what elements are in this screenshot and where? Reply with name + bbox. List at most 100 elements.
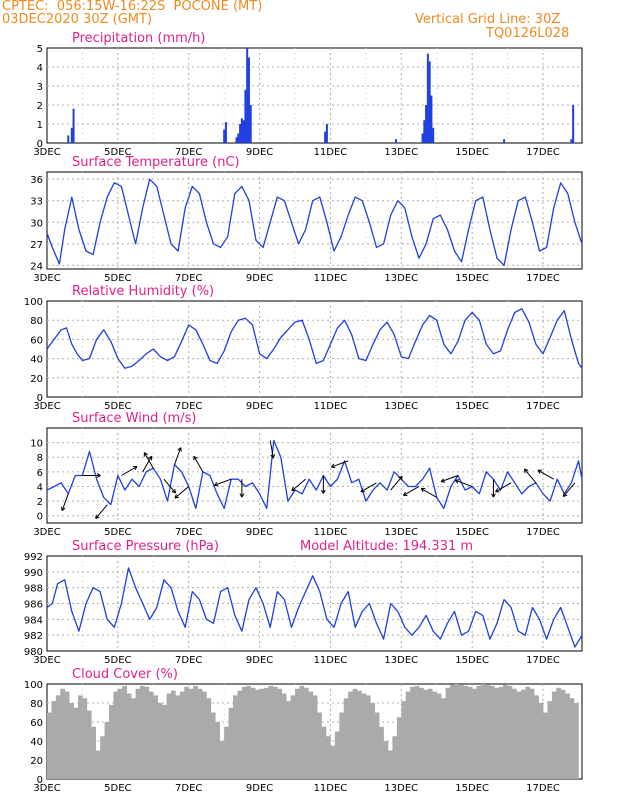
wind-arrow-shaft: [121, 466, 138, 476]
wind-arrow-head: [174, 496, 179, 499]
precipitation-bar: [421, 133, 424, 143]
wind-arrow-shaft: [174, 486, 190, 499]
cloud-cover-bar: [494, 687, 500, 779]
wind-arrow: [95, 504, 108, 519]
x-tick-label: 11DEC: [314, 783, 348, 794]
cloud-cover-bar: [405, 691, 411, 779]
y-tick-label: 3: [37, 82, 43, 93]
wind-arrow: [390, 475, 403, 491]
precipitation-bar: [223, 129, 226, 143]
cloud-cover-bar: [379, 726, 384, 779]
wind-arrow-shaft: [214, 478, 232, 486]
y-tick-label: 986: [24, 600, 43, 611]
y-tick-label: 30: [30, 218, 43, 229]
cloud-cover-bar: [334, 731, 340, 779]
plot-frame: [46, 47, 583, 144]
precipitation-bar: [70, 127, 73, 143]
cloud-cover-bar: [113, 691, 119, 779]
cloud-cover-bar: [551, 691, 557, 779]
cloud-cover-bar: [538, 703, 544, 779]
cloud-cover-bar: [432, 691, 438, 779]
y-tick-label: 40: [30, 355, 43, 366]
y-tick-label: 5: [37, 44, 43, 55]
wind-arrow-shaft: [495, 482, 512, 493]
panel-surface-temperature: 3DEC 5DEC 7DEC 9DEC 11DEC 13DEC 15DEC 17DEC 24 27…: [30, 155, 583, 284]
y-tick-label: 2: [37, 101, 43, 112]
panel-cloud-cover: 3DEC 5DEC 7DEC 9DEC 11DEC 13DEC 15DEC 17DEC 0 20 4…: [24, 667, 583, 794]
cloud-cover-bar: [330, 745, 336, 779]
wind-arrow: [163, 478, 176, 494]
cloud-cover-bar: [458, 684, 464, 779]
y-tick-label: 990: [24, 568, 43, 579]
cloud-cover-bar: [547, 701, 553, 779]
x-tick-label: 7DEC: [175, 655, 202, 666]
precipitation-bar: [240, 118, 243, 143]
y-tick-label: 20: [30, 756, 43, 767]
cloud-cover-bar: [224, 726, 229, 779]
x-tick-label: 5DEC: [104, 147, 131, 158]
cloud-cover-bar: [264, 687, 269, 779]
cloud-cover-bar: [472, 688, 477, 779]
x-tick-label: 13DEC: [384, 527, 418, 538]
x-tick-label: 3DEC: [33, 655, 60, 666]
wind-arrow-head: [96, 475, 101, 478]
cloud-cover-bar: [326, 736, 331, 779]
wind-arrow-shaft: [143, 452, 154, 469]
chart-title-cloud-cover: Cloud Cover (%): [72, 667, 178, 682]
wind-arrow-shaft: [390, 476, 403, 491]
wind-arrow-head: [174, 494, 177, 499]
x-tick-label: 9DEC: [246, 783, 273, 794]
cloud-cover-bar: [414, 685, 420, 779]
cloud-cover-bar: [60, 688, 66, 779]
cloud-cover-bar: [202, 691, 207, 779]
precipitation-bar: [72, 108, 75, 143]
y-tick-label: 6: [37, 468, 43, 479]
wind-arrow-head: [524, 468, 529, 471]
wind-arrow: [321, 475, 326, 494]
cloud-cover-bar: [481, 684, 486, 779]
panel-surface-wind: 3DEC 5DEC 7DEC 9DEC 11DEC 13DEC 15DEC 17DEC 0 2 4 6…: [30, 411, 583, 538]
cloud-cover-bar: [233, 695, 238, 779]
wind-arrow-head: [177, 447, 182, 451]
cloud-cover-bar: [503, 684, 508, 779]
cloud-cover-bar: [241, 686, 247, 779]
cloud-cover-bar: [104, 722, 110, 779]
y-tick-label: 0: [37, 139, 43, 150]
cloud-cover-bar: [463, 685, 469, 779]
y-tick-label: 80: [30, 316, 43, 327]
wind-arrow-head: [440, 478, 445, 482]
y-tick-label: 36: [30, 175, 43, 186]
series-line: [46, 567, 583, 648]
cloud-cover-bar: [565, 693, 570, 779]
cloud-cover-bar: [162, 704, 167, 779]
wind-arrow-shaft: [61, 493, 69, 511]
cloud-cover-bar: [55, 695, 61, 779]
cloud-cover-bar: [543, 712, 548, 779]
wind-arrow: [291, 478, 306, 492]
cloud-cover-bar: [427, 688, 433, 779]
cloud-cover-bar: [206, 698, 212, 779]
wind-arrow-head: [171, 491, 176, 494]
cloud-cover-bar: [277, 688, 283, 779]
y-tick-label: 100: [24, 680, 43, 691]
x-tick-label: 11DEC: [314, 273, 348, 284]
cloud-cover-bar: [140, 685, 145, 779]
wind-arrow-shaft: [95, 504, 108, 519]
y-tick-label: 20: [30, 374, 43, 385]
cloud-cover-bar: [219, 741, 225, 779]
wind-arrow-shaft: [163, 478, 176, 494]
wind-arrow-shaft: [174, 447, 182, 465]
precipitation-bar: [325, 124, 328, 143]
cloud-cover-bar: [122, 685, 128, 779]
y-tick-label: 8: [37, 453, 43, 464]
x-tick-label: 13DEC: [384, 655, 418, 666]
y-tick-label: 982: [24, 631, 43, 642]
wind-arrow-head: [95, 514, 97, 519]
wind-arrow-head: [291, 489, 296, 492]
panel-precipitation: 3DEC 5DEC 7DEC 9DEC 11DEC 13DEC 15DEC 17DEC 0 1 2 3…: [33, 31, 583, 158]
y-tick-label: 0: [37, 393, 43, 404]
x-tick-label: 7DEC: [175, 527, 202, 538]
y-tick-label: 40: [30, 737, 43, 748]
x-tick-label: 11DEC: [314, 527, 348, 538]
wind-arrow: [239, 479, 245, 498]
